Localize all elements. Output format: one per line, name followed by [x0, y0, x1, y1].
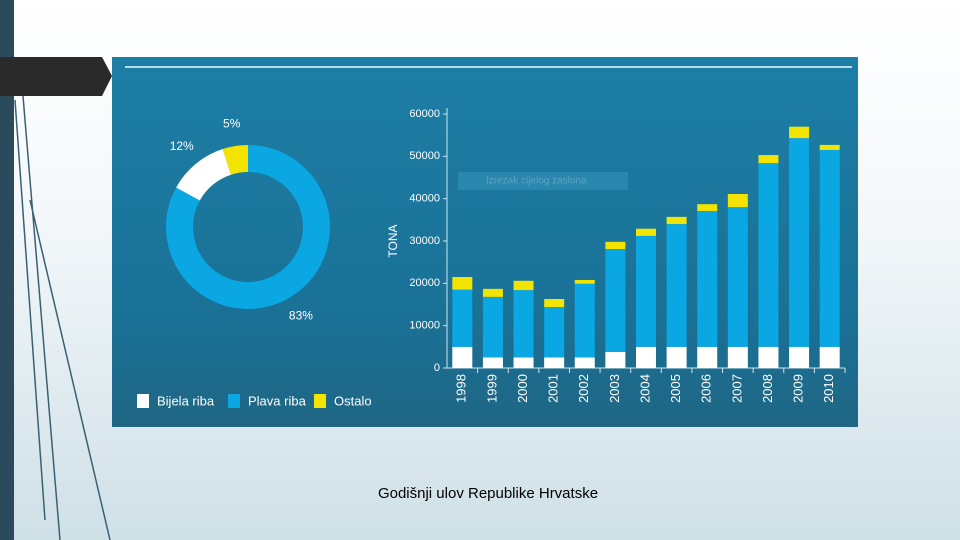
bar-segment	[758, 155, 779, 164]
bar-segment	[697, 346, 718, 368]
slice-label: 5%	[223, 116, 241, 130]
slice-label: 12%	[170, 139, 194, 153]
y-tick-label: 40000	[409, 193, 440, 205]
bar-segment	[758, 346, 779, 368]
bar-segment	[819, 144, 840, 150]
bar-segment	[574, 283, 595, 358]
bar-segment	[666, 224, 687, 347]
bar-segment	[452, 289, 473, 347]
x-tick-label: 2001	[546, 374, 561, 403]
bar-segment	[544, 298, 565, 308]
pie-slice	[176, 149, 232, 201]
bar-segment	[482, 288, 503, 297]
y-tick-label: 0	[434, 362, 440, 374]
bar-segment	[727, 207, 748, 347]
legend-swatch	[228, 394, 240, 408]
x-tick-label: 2010	[821, 374, 836, 403]
bar-segment	[697, 210, 718, 347]
overlay-label: Izrezak cijelog zaslona	[486, 176, 587, 187]
decor-lines	[14, 59, 111, 540]
bar-segment	[605, 241, 626, 250]
bar-segment	[727, 346, 748, 368]
bar-segment	[789, 138, 810, 347]
legend-swatch	[314, 394, 326, 408]
legend-label: Bijela riba	[157, 393, 215, 408]
pie-slice	[222, 145, 248, 175]
caption: Godišnji ulov Republike Hrvatske	[378, 485, 598, 502]
overlay-box	[458, 172, 628, 190]
y-tick-label: 50000	[409, 150, 440, 162]
y-axis-label: TONA	[386, 224, 400, 257]
bar-segment	[574, 279, 595, 284]
bar-segment	[513, 357, 534, 368]
bar-segment	[513, 280, 534, 291]
side-bar	[0, 0, 14, 540]
pie-slice	[166, 145, 331, 309]
bar-segment	[452, 346, 473, 368]
slice-label: 83%	[289, 309, 313, 323]
bar-segment	[666, 216, 687, 225]
bar-segment	[605, 249, 626, 352]
bar-segment	[819, 346, 840, 368]
bar-segment	[697, 204, 718, 211]
bar-segment	[544, 357, 565, 368]
bar-segment	[727, 194, 748, 208]
y-tick-label: 10000	[409, 320, 440, 332]
y-tick-label: 30000	[409, 235, 440, 247]
legend-label: Ostalo	[334, 393, 372, 408]
x-tick-label: 1998	[454, 374, 469, 403]
bar-segment	[482, 357, 503, 368]
x-tick-label: 1999	[484, 374, 499, 403]
legend-label: Plava riba	[248, 393, 307, 408]
x-tick-label: 2004	[637, 374, 652, 403]
x-tick-label: 2009	[791, 374, 806, 403]
bar-segment	[605, 351, 626, 368]
x-tick-label: 2002	[576, 374, 591, 403]
legend-swatch	[137, 394, 149, 408]
bar-segment	[819, 149, 840, 347]
bar-segment	[482, 296, 503, 358]
x-tick-label: 2008	[760, 374, 775, 403]
x-tick-label: 2006	[699, 374, 714, 403]
y-tick-label: 60000	[409, 108, 440, 120]
bar-segment	[758, 163, 779, 347]
x-tick-label: 2003	[607, 374, 622, 403]
bar-segment	[789, 126, 810, 139]
x-tick-label: 2005	[668, 374, 683, 403]
bar-segment	[574, 357, 595, 368]
bar-segment	[452, 276, 473, 290]
bar-segment	[513, 290, 534, 358]
x-tick-label: 2000	[515, 374, 530, 403]
y-tick-label: 20000	[409, 277, 440, 289]
x-tick-label: 2007	[729, 374, 744, 403]
bar-segment	[636, 346, 656, 368]
bar-segment	[544, 307, 565, 358]
bar-segment	[636, 235, 656, 347]
tab	[0, 57, 112, 96]
bar-segment	[666, 346, 687, 368]
bar-segment	[636, 228, 656, 236]
bar-segment	[789, 346, 810, 368]
